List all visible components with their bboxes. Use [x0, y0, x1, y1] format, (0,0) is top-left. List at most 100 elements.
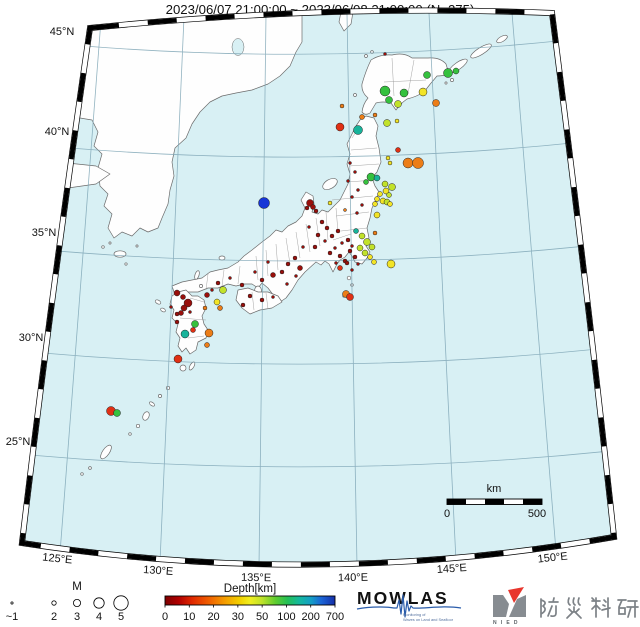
quake-marker: [319, 219, 325, 225]
quake-marker: [217, 305, 223, 311]
quake-marker: [180, 329, 190, 339]
lon-label: 140°E: [338, 572, 368, 585]
scale-segment: [523, 499, 542, 505]
quake-marker: [353, 228, 359, 234]
mowlas-logo: MOWLAS Monitoring of Waves on Land and S…: [356, 588, 462, 622]
quake-marker: [352, 254, 358, 260]
depth-legend-title: Depth[km]: [224, 583, 276, 595]
depth-tick-label: 20: [207, 611, 219, 623]
quake-marker: [327, 250, 333, 256]
latitude-labels: 45°N 40°N 35°N 30°N 25°N: [6, 26, 75, 448]
quake-marker: [191, 320, 199, 328]
mowlas-wordmark: MOWLAS: [357, 588, 449, 608]
quake-marker: [180, 304, 188, 312]
quake-marker: [394, 118, 400, 124]
quake-marker: [304, 205, 310, 211]
quake-marker: [337, 253, 343, 259]
magnitude-legend: M ~1 2 3 4 5: [6, 581, 129, 623]
scale-end: 500: [528, 508, 546, 520]
quake-marker: [366, 172, 376, 182]
depth-legend: Depth[km] 0 10 20 30 50 100 200 700: [162, 583, 344, 623]
quake-marker: [310, 204, 316, 210]
quake-marker: [383, 119, 391, 127]
magnitude-legend-title: M: [72, 581, 82, 593]
magnitude-label: 2: [51, 611, 57, 623]
quake-marker: [213, 298, 221, 306]
lat-label: 45°N: [50, 26, 75, 38]
quake-marker: [423, 71, 431, 79]
quake-marker: [339, 103, 345, 109]
quake-marker: [334, 261, 338, 265]
magnitude-sample-circle: [113, 595, 129, 611]
quake-marker: [386, 192, 392, 198]
graticule: [29, 12, 614, 565]
scale-segment: [466, 499, 485, 505]
quake-marker: [240, 302, 246, 308]
lon-label: 150°E: [537, 550, 568, 565]
quake-marker: [363, 238, 371, 246]
quake-marker: [270, 272, 276, 278]
quake-marker: [374, 196, 380, 202]
quake-marker: [173, 354, 183, 364]
quake-marker: [348, 161, 352, 165]
quake-marker: [327, 200, 333, 206]
quake-marker: [219, 286, 227, 294]
quake-marker: [239, 282, 245, 288]
quake-marker: [379, 85, 391, 97]
quake-marker: [204, 342, 210, 348]
quake-marker: [346, 179, 350, 183]
map-frame: [18, 7, 618, 568]
quake-marker: [386, 259, 396, 269]
quake-marker: [372, 230, 378, 236]
quake-marker: [279, 269, 285, 275]
quake-marker: [258, 197, 270, 209]
quake-marker: [346, 293, 354, 301]
quake-layer: [106, 52, 460, 417]
scale-segment: [504, 499, 523, 505]
quake-marker: [344, 260, 350, 266]
quake-marker: [324, 225, 330, 231]
quake-marker: [337, 265, 343, 271]
quake-marker: [335, 122, 345, 132]
magnitude-sample-circle: [51, 600, 57, 606]
quake-marker: [347, 248, 353, 254]
depth-tick-label: 10: [183, 611, 195, 623]
quake-marker: [183, 298, 193, 308]
quake-marker: [259, 277, 265, 283]
quake-marker: [297, 265, 303, 271]
quake-marker: [399, 88, 409, 98]
quake-marker: [215, 280, 221, 286]
nied-logo: NIED: [493, 587, 639, 626]
quake-marker: [372, 112, 378, 118]
quake-marker: [301, 245, 305, 249]
quake-marker: [174, 311, 180, 317]
quake-marker: [169, 305, 173, 309]
quake-marker: [174, 319, 180, 325]
longitude-labels: 125°E 130°E 135°E 140°E 145°E 150°E: [42, 550, 569, 584]
lake-khanka: [231, 38, 245, 56]
quake-marker: [178, 310, 184, 316]
quake-marker: [367, 254, 373, 260]
depth-tick-label: 700: [326, 611, 344, 623]
quake-marker: [333, 246, 337, 250]
quake-marker: [228, 276, 232, 280]
quake-marker: [313, 208, 319, 214]
quake-marker: [202, 305, 208, 311]
lon-label: 135°E: [241, 572, 271, 585]
mowlas-tagline-line2: Waves on Land and Seafloor: [403, 617, 454, 622]
depth-tick-label: 50: [256, 611, 268, 623]
depth-tick-label: 100: [277, 611, 295, 623]
quake-marker: [360, 203, 364, 207]
quake-marker: [372, 201, 378, 207]
quake-marker: [385, 155, 391, 161]
quake-marker: [377, 191, 383, 197]
quake-marker: [285, 282, 289, 286]
depth-tick-label: 200: [302, 611, 320, 623]
nied-acronym: NIED: [493, 620, 522, 626]
nied-emblem-icon: [493, 587, 526, 617]
quake-marker: [395, 147, 401, 153]
magnitude-sample-circle: [93, 597, 105, 609]
quake-marker: [443, 68, 453, 78]
quake-marker: [359, 114, 365, 120]
